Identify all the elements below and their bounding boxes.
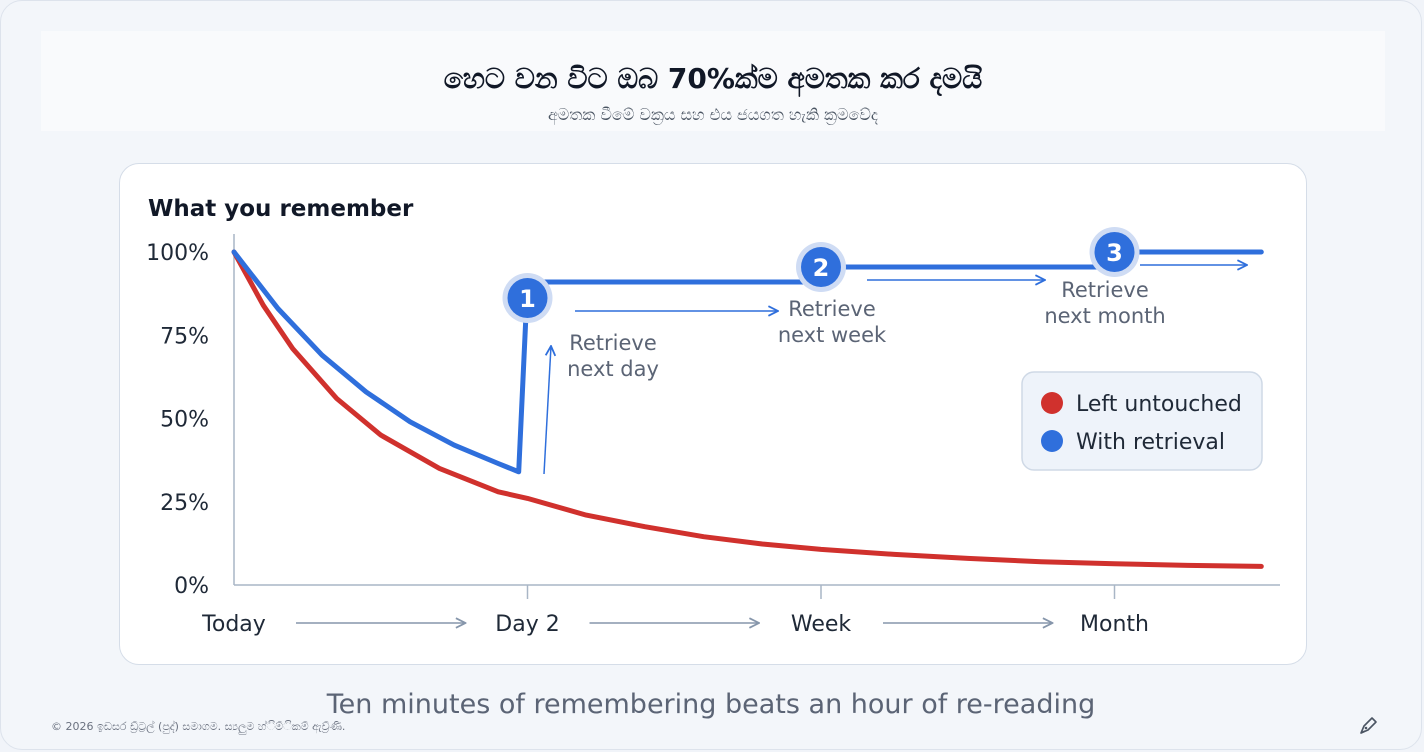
x-tick-label: Week (791, 612, 852, 637)
footer-caption: Ten minutes of remembering beats an hour… (326, 689, 1096, 720)
chart-card: What you remember 0% 25% 50% 75% 100% Today Day… (119, 163, 1307, 665)
y-tick-label: 0% (174, 574, 209, 599)
x-tick-label: Month (1080, 612, 1149, 637)
retrieval-badge (801, 246, 841, 287)
retrieval-up-arrow (543, 346, 551, 475)
chart: What you remember 0% 25% 50% 75% 100% Today Day… (146, 196, 1280, 637)
annotation-label: Retrieve next month (1044, 278, 1165, 328)
badge-number: 3 (1106, 239, 1123, 267)
y-tick-label: 50% (160, 408, 209, 433)
y-axis-label: What you remember (148, 196, 414, 222)
legend-swatch (1041, 430, 1063, 452)
legend-box (1021, 371, 1263, 471)
legend-label: Left untouched (1076, 392, 1242, 417)
series-line-left-untouched (231, 249, 1264, 569)
annotation-label: Retrieve next day (567, 331, 659, 381)
pen-icon (1360, 717, 1377, 734)
retrieval-badge (507, 277, 548, 318)
page-title: හෙට වන විට ඔබ 70%ක්ම අමතක කර දමයි (443, 62, 983, 95)
series-line-with-retrieval (231, 249, 1264, 475)
legend-label: With retrieval (1076, 430, 1225, 455)
retrieval-badge (1094, 232, 1135, 272)
y-tick-label: 25% (160, 491, 209, 516)
page-subtitle: අමතක වීමේ වක්‍රය සහ එය ජයගත හැකි ක්‍රමවේ… (547, 105, 879, 124)
header: හෙට වන විට ඔබ 70%ක්ම අමතක කර දමයි අමතක ව… (41, 31, 1385, 131)
x-tick-label: Today (201, 612, 266, 637)
legend-swatch (1041, 392, 1063, 414)
y-tick-label: 100% (146, 241, 209, 266)
badge-number: 2 (813, 254, 830, 282)
y-tick-label: 75% (160, 324, 209, 349)
badge-number: 1 (519, 285, 536, 313)
copyright-notice: © 2026 ඉඩසර ඩ්‍ර්ට්‍රල් (පුද්) සමාගම. ස්… (51, 720, 346, 733)
x-tick-label: Day 2 (495, 612, 559, 637)
annotation-label: Retrieve next week (778, 297, 887, 347)
